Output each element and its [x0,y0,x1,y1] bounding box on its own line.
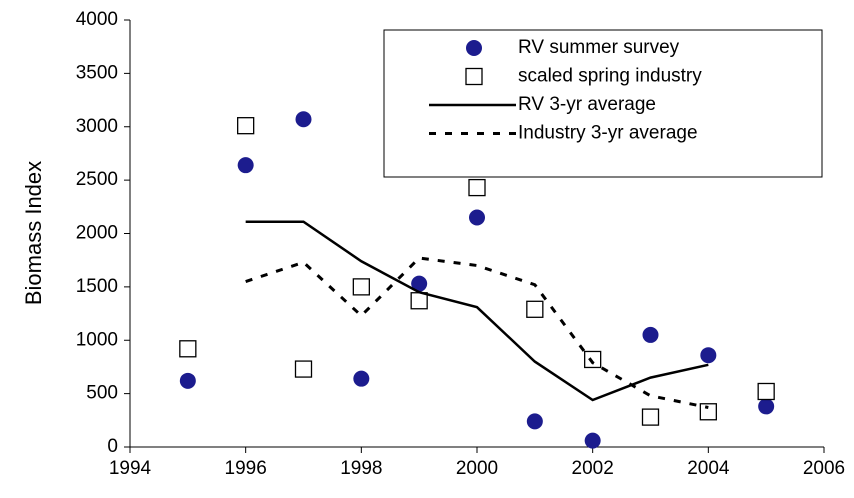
point [179,340,197,358]
point [353,370,370,387]
legend-box [383,29,823,178]
point [352,278,370,296]
point [642,326,659,343]
point [410,292,428,310]
x-tick-label: 1994 [109,458,152,479]
y-tick-label: 2500 [76,169,118,190]
y-tick-label: 3000 [76,116,118,137]
point [179,372,196,389]
point [237,117,255,135]
point [526,300,544,318]
point [526,413,543,430]
series-line [245,256,709,409]
point [584,432,601,449]
x-tick-label: 2004 [687,458,730,479]
legend-label: scaled spring industry [518,66,702,87]
y-tick-label: 4000 [76,9,118,30]
y-tick-label: 0 [107,436,118,457]
point [757,382,775,401]
point [411,275,428,292]
legend-label: RV 3-yr average [518,94,656,115]
point [295,111,312,128]
point [584,350,602,369]
point [468,178,486,197]
y-tick-label: 3500 [76,62,118,83]
point [758,398,775,415]
x-tick-label: 2002 [572,458,614,479]
point [469,209,485,226]
y-tick-label: 1500 [76,276,118,297]
y-tick-label: 2000 [76,223,118,244]
point [700,347,717,364]
legend-label: RV summer survey [518,37,680,58]
legend-marker [465,67,483,86]
legend-label: Industry 3-yr average [518,123,698,144]
point [237,157,254,174]
legend-marker [466,40,482,56]
y-axis-label: Biomass Index [21,161,46,305]
point [699,403,717,421]
point [641,408,660,426]
x-tick-label: 2006 [803,458,845,479]
x-tick-label: 1996 [225,458,267,479]
y-tick-label: 500 [86,383,118,404]
x-tick-label: 1998 [340,458,382,479]
point [294,360,313,378]
y-tick-label: 1000 [76,329,118,350]
series-line [245,220,709,402]
x-tick-label: 2000 [456,458,498,479]
